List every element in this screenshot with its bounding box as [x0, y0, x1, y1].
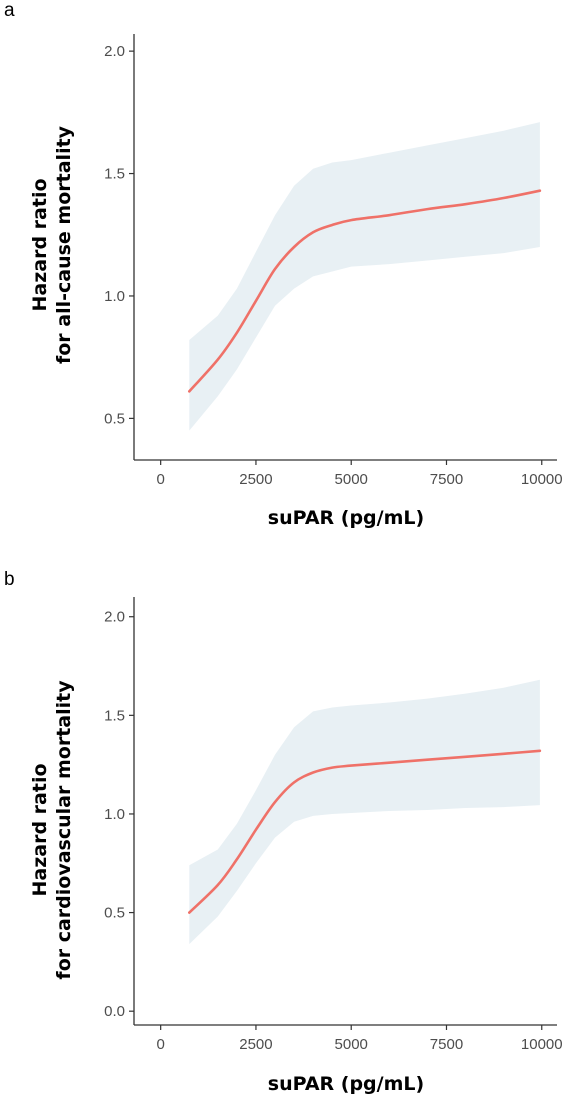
panel-b-plot-area: 0.0 0.5 1.0 1.5 2.0 0 2500 5000 7500 10000: [104, 597, 563, 1053]
panel-b-y-tick-label: 2.0: [104, 609, 125, 626]
panel-a-plot-area: 0.5 1.0 1.5 2.0 0 2500 5000 7500 10000: [104, 34, 563, 488]
panel-b-xlabel: suPAR (pg/mL): [268, 1073, 424, 1095]
panel-a-ylabel-line1: Hazard ratio: [29, 178, 51, 311]
panel-a-y-tick-label: 2.0: [104, 43, 125, 60]
panel-b-y-tick-label: 1.0: [104, 806, 125, 823]
panel-a-y-tick-label: 1.0: [104, 288, 125, 305]
panel-b: b 0.0 0.5 1.0 1.5 2.0 0 2500 5000 7500 10000 Haza…: [4, 569, 563, 1095]
panel-a-x-tick-label: 7500: [430, 471, 463, 488]
panel-b-ylabel-line1: Hazard ratio: [29, 763, 51, 896]
panel-a-y-tick-label: 0.5: [104, 410, 125, 427]
panel-b-ylabel-line2: for cardiovascular mortality: [53, 680, 75, 980]
panel-b-y-tick-label: 0.0: [104, 1003, 125, 1020]
panel-b-label: b: [4, 569, 15, 590]
panel-b-x-tick-label: 0: [157, 1036, 165, 1053]
panel-b-x-tick-label: 2500: [239, 1036, 272, 1053]
panel-b-x-tick-label: 5000: [335, 1036, 368, 1053]
panel-a: a 0.5 1.0 1.5 2.0 0 2500 5000 7500 10000 Hazard …: [4, 0, 563, 529]
panel-a-ylabel-line2: for all-cause mortality: [53, 125, 75, 364]
panel-b-x-tick-label: 7500: [430, 1036, 463, 1053]
panel-a-x-tick-label: 10000: [521, 471, 563, 488]
panel-a-x-tick-label: 5000: [335, 471, 368, 488]
panel-a-x-tick-label: 2500: [239, 471, 272, 488]
panel-a-x-tick-label: 0: [157, 471, 165, 488]
panel-b-x-tick-label: 10000: [521, 1036, 563, 1053]
panel-b-y-tick-label: 1.5: [104, 707, 125, 724]
panel-b-confidence-band: [189, 679, 540, 945]
panel-a-hazard-line: [188, 189, 542, 393]
panel-b-hazard-line: [188, 749, 542, 914]
panel-b-y-tick-label: 0.5: [104, 905, 125, 922]
panel-a-y-tick-label: 1.5: [104, 166, 125, 183]
panel-a-confidence-band: [189, 122, 540, 431]
panel-a-xlabel: suPAR (pg/mL): [268, 507, 424, 529]
panel-a-label: a: [4, 0, 15, 21]
